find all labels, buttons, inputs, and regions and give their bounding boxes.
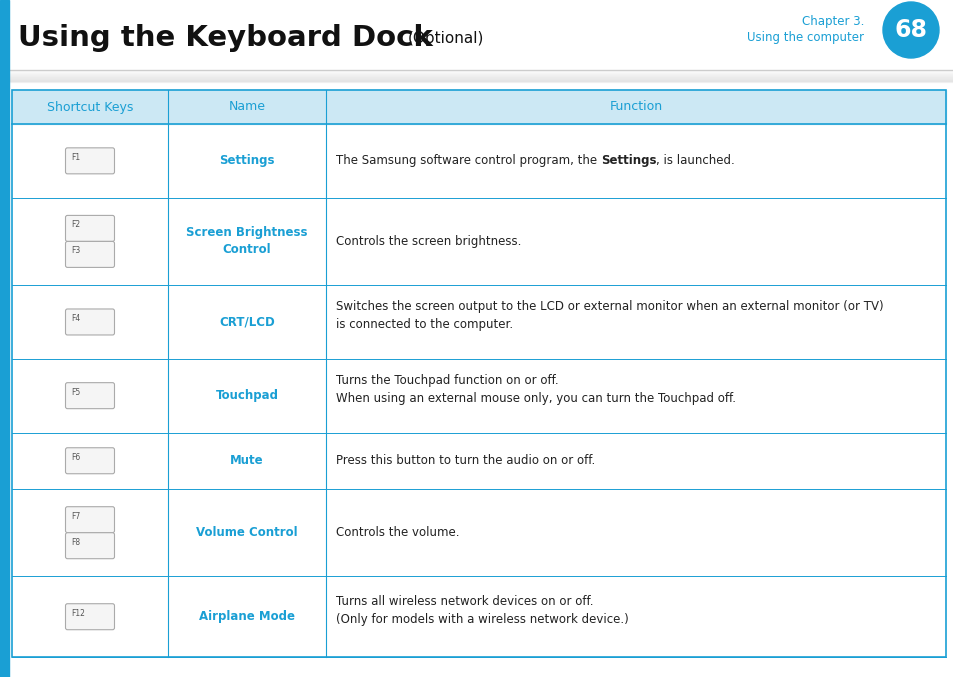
Text: F4: F4 <box>71 314 81 323</box>
Text: Touchpad: Touchpad <box>215 389 278 402</box>
Text: Function: Function <box>609 100 662 114</box>
Text: Shortcut Keys: Shortcut Keys <box>47 100 133 114</box>
Bar <box>9 74 953 75</box>
Text: F12: F12 <box>71 609 85 617</box>
Text: Name: Name <box>229 100 265 114</box>
Bar <box>9 73 953 74</box>
Text: Settings: Settings <box>600 154 656 167</box>
Bar <box>12 576 945 657</box>
Text: Controls the screen brightness.: Controls the screen brightness. <box>335 235 521 248</box>
Text: Settings: Settings <box>219 154 274 167</box>
FancyBboxPatch shape <box>66 309 114 335</box>
Bar <box>12 90 945 124</box>
Text: Mute: Mute <box>230 454 264 467</box>
Text: Press this button to turn the audio on or off.: Press this button to turn the audio on o… <box>335 454 595 467</box>
FancyBboxPatch shape <box>66 148 114 174</box>
FancyBboxPatch shape <box>66 215 114 242</box>
Bar <box>9 76 953 77</box>
Text: Screen Brightness
Control: Screen Brightness Control <box>186 226 308 257</box>
Bar <box>9 71 953 72</box>
Text: The Samsung software control program, the: The Samsung software control program, th… <box>335 154 600 167</box>
FancyBboxPatch shape <box>66 604 114 630</box>
Bar <box>9 77 953 78</box>
Bar <box>9 81 953 82</box>
Text: (Optional): (Optional) <box>408 30 484 45</box>
Bar <box>9 79 953 80</box>
Text: Chapter 3.: Chapter 3. <box>801 16 863 28</box>
Text: F1: F1 <box>71 153 81 162</box>
Text: Volume Control: Volume Control <box>196 526 297 539</box>
Text: 68: 68 <box>894 18 926 42</box>
Text: Turns all wireless network devices on or off.
(Only for models with a wireless n: Turns all wireless network devices on or… <box>335 595 628 626</box>
Text: F6: F6 <box>71 453 81 462</box>
Bar <box>12 433 945 489</box>
Bar <box>12 90 945 657</box>
Bar <box>0 0 9 677</box>
Bar <box>9 80 953 81</box>
FancyBboxPatch shape <box>66 506 114 533</box>
FancyBboxPatch shape <box>66 242 114 267</box>
Text: Controls the volume.: Controls the volume. <box>335 526 459 539</box>
Text: , is launched.: , is launched. <box>656 154 735 167</box>
Text: F3: F3 <box>71 246 81 255</box>
Text: Turns the Touchpad function on or off.
When using an external mouse only, you ca: Turns the Touchpad function on or off. W… <box>335 374 735 405</box>
Bar <box>12 198 945 285</box>
Bar <box>9 75 953 76</box>
Text: Using the computer: Using the computer <box>746 30 863 43</box>
Bar <box>9 70 953 71</box>
FancyBboxPatch shape <box>66 447 114 474</box>
Text: Switches the screen output to the LCD or external monitor when an external monit: Switches the screen output to the LCD or… <box>335 301 882 332</box>
FancyBboxPatch shape <box>66 533 114 559</box>
Bar <box>12 124 945 198</box>
Bar <box>12 359 945 433</box>
Text: Airplane Mode: Airplane Mode <box>199 610 294 624</box>
Bar <box>9 72 953 73</box>
Circle shape <box>882 2 938 58</box>
Text: CRT/LCD: CRT/LCD <box>219 315 274 328</box>
Text: F2: F2 <box>71 221 81 230</box>
Bar <box>12 285 945 359</box>
Text: F8: F8 <box>71 538 81 547</box>
Bar <box>9 78 953 79</box>
FancyBboxPatch shape <box>66 383 114 409</box>
Text: F5: F5 <box>71 388 81 397</box>
Text: F7: F7 <box>71 512 81 521</box>
Text: Using the Keyboard Dock: Using the Keyboard Dock <box>18 24 433 52</box>
Bar <box>12 489 945 576</box>
